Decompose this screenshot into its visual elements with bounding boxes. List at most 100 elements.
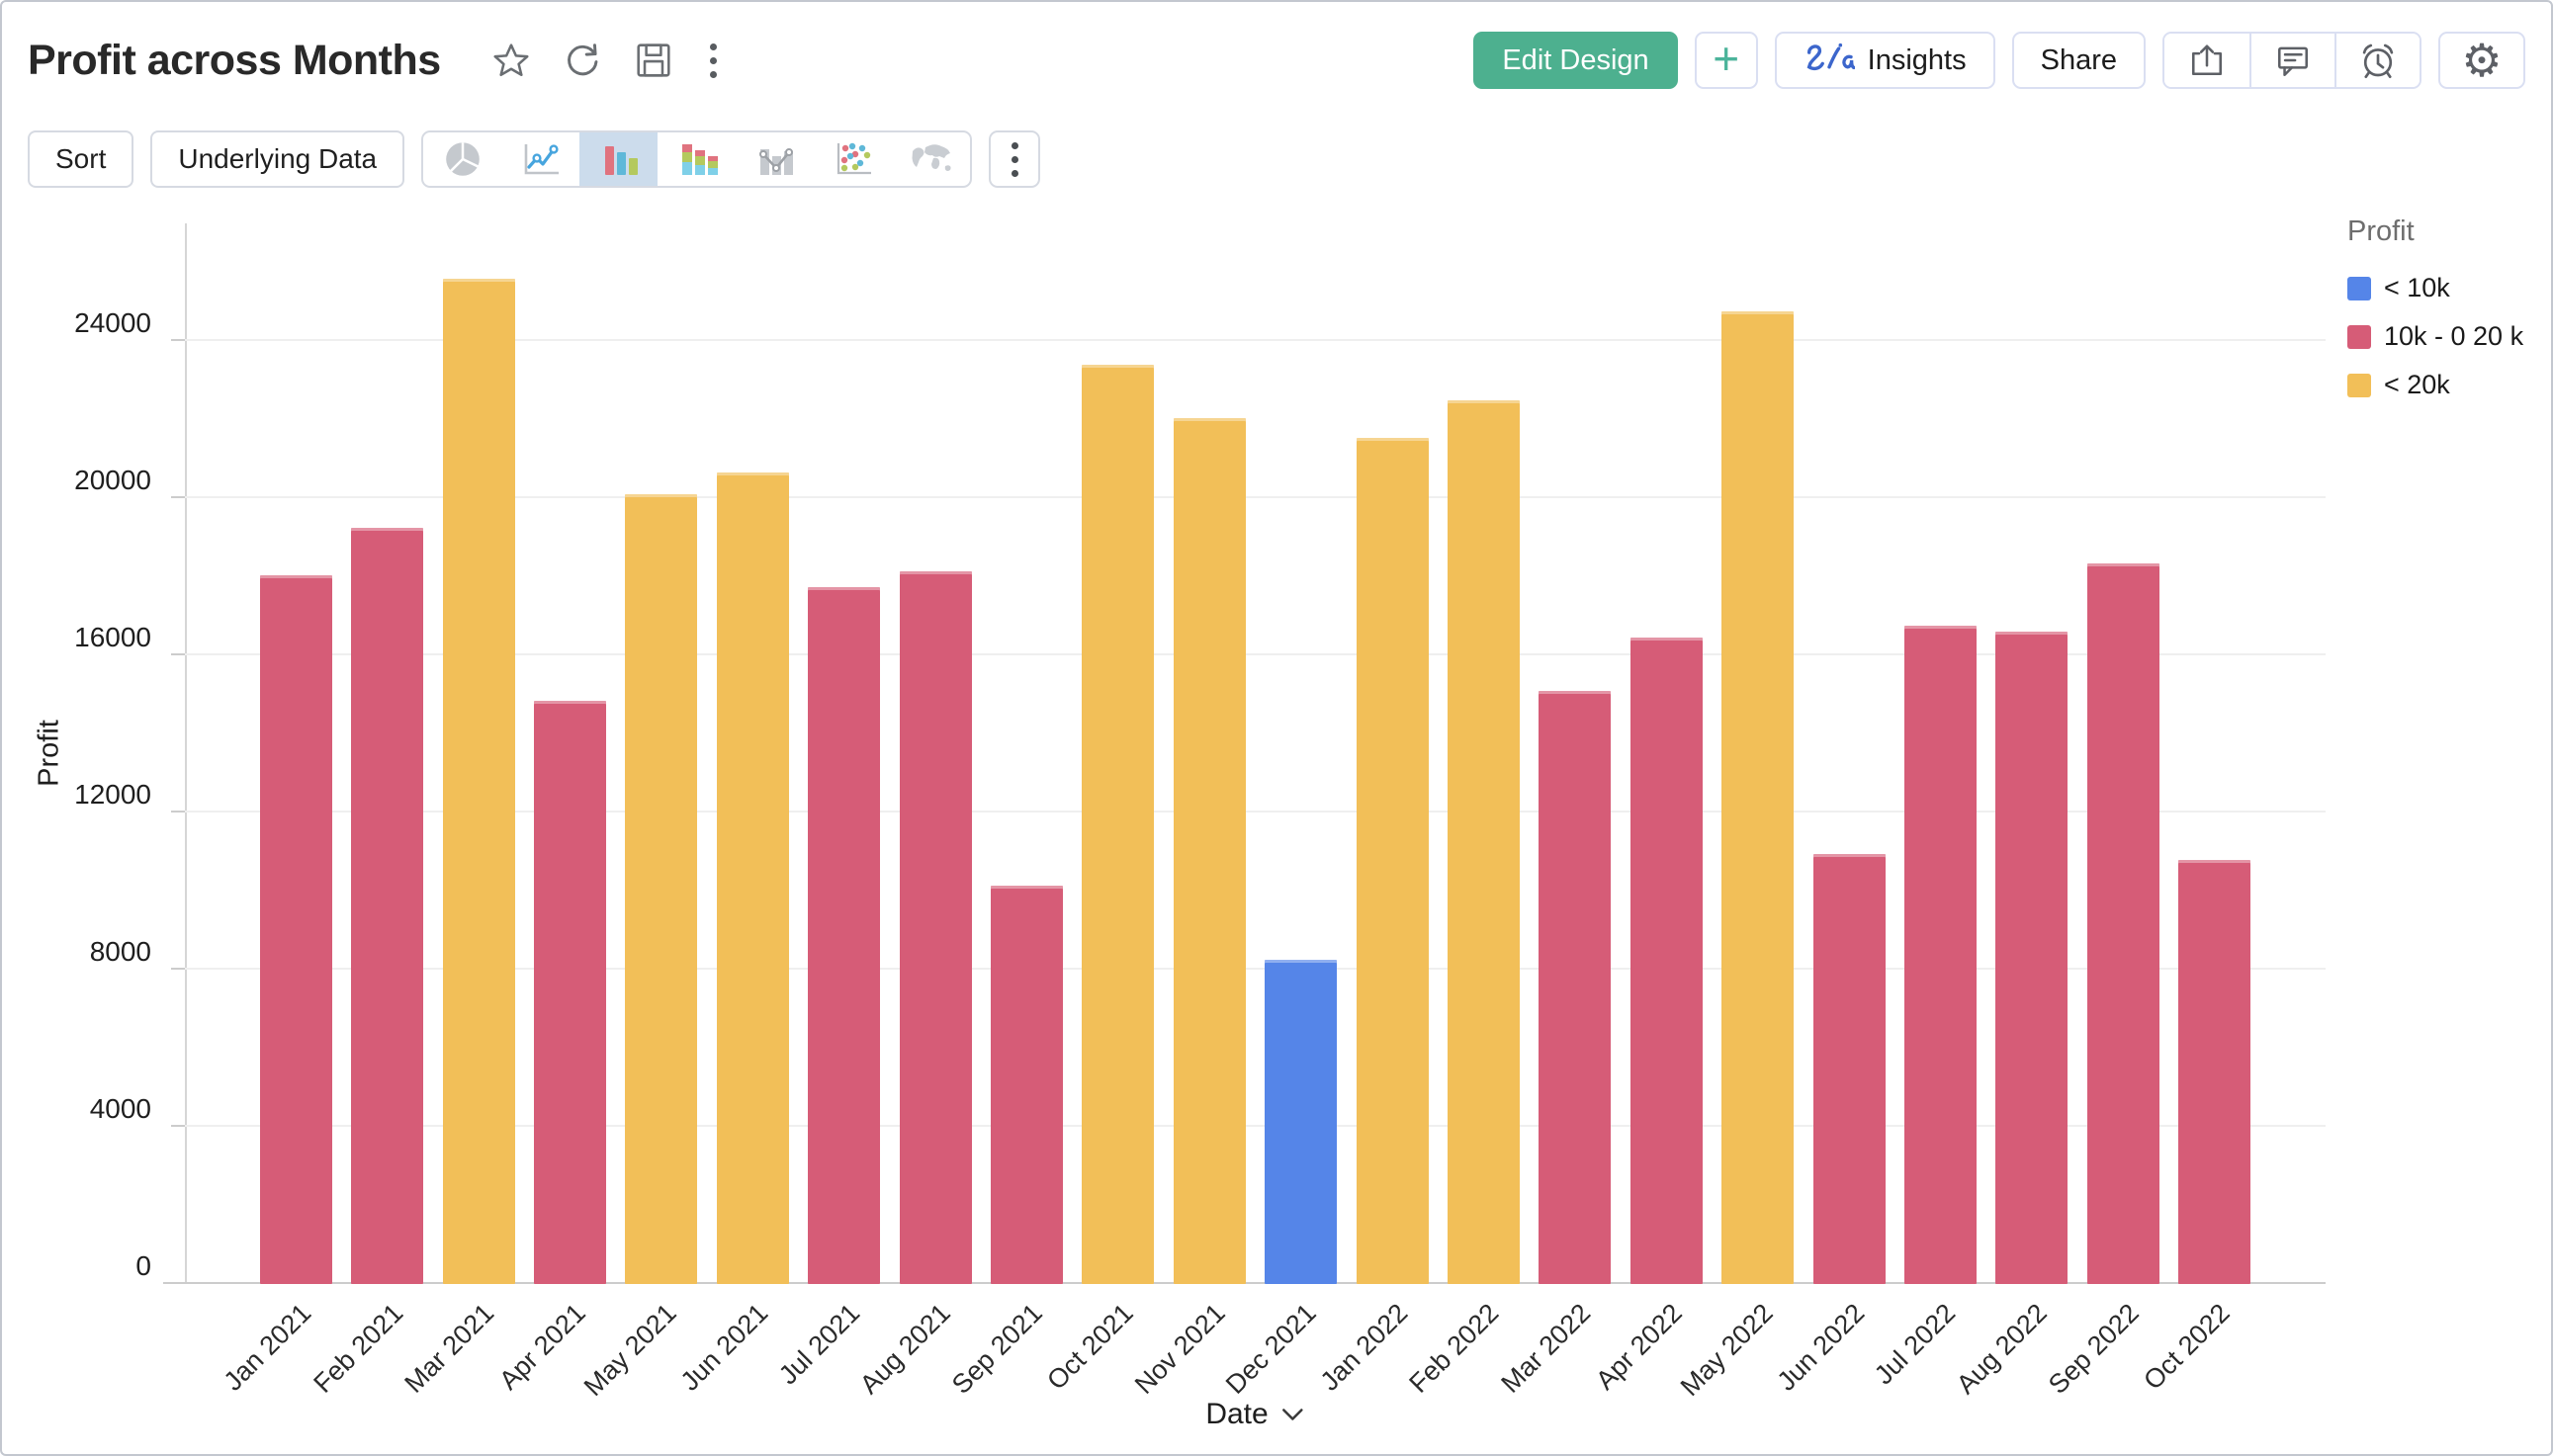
y-tick-mark [171, 1125, 185, 1128]
alert-button[interactable] [2334, 34, 2420, 87]
bar[interactable] [1629, 638, 1703, 1284]
x-tick-label: Feb 2021 [307, 1298, 408, 1399]
legend-label: < 10k [2384, 273, 2450, 302]
legend-item[interactable]: 10k - 0 20 k [2347, 312, 2545, 361]
x-tick-label: Jan 2021 [218, 1298, 317, 1397]
bar[interactable] [1356, 437, 1429, 1284]
share-button[interactable]: Share [2011, 32, 2146, 89]
bar[interactable] [1539, 690, 1612, 1284]
chart-type-switcher [421, 130, 973, 188]
line-chart-icon [519, 139, 563, 179]
y-tick-label: 24000 [74, 307, 151, 339]
x-tick-label: Jan 2022 [1314, 1298, 1414, 1397]
x-axis-field-dropdown[interactable]: Date [1205, 1398, 1303, 1431]
insights-button[interactable]: Insights [1774, 32, 1995, 89]
sort-button[interactable]: Sort [28, 130, 134, 188]
favorite-star-icon[interactable] [492, 43, 530, 78]
comment-button[interactable] [2249, 34, 2334, 87]
chart-type-bar[interactable] [579, 132, 659, 186]
legend-item[interactable]: < 10k [2347, 264, 2545, 312]
x-tick-label: Dec 2021 [1219, 1298, 1322, 1400]
bar[interactable] [716, 472, 789, 1284]
gridline [185, 968, 2326, 971]
bar[interactable] [1265, 960, 1338, 1284]
x-tick-label: Apr 2022 [1589, 1298, 1688, 1396]
bar[interactable] [533, 700, 606, 1284]
edit-design-button[interactable]: Edit Design [1473, 32, 1678, 89]
chart-type-line[interactable] [501, 132, 579, 186]
y-tick-label: 0 [135, 1250, 151, 1281]
bar[interactable] [2178, 859, 2251, 1284]
bar[interactable] [2086, 562, 2159, 1284]
bar[interactable] [899, 570, 972, 1284]
refresh-icon[interactable] [564, 42, 601, 79]
plus-icon: + [1713, 33, 1740, 84]
underlying-data-button[interactable]: Underlying Data [150, 130, 405, 188]
x-tick-label: Sep 2021 [945, 1298, 1048, 1400]
bar[interactable] [1448, 399, 1521, 1284]
x-tick-label: Jun 2021 [674, 1298, 774, 1397]
gridline [185, 811, 2326, 814]
bar[interactable] [1812, 853, 1886, 1284]
export-button[interactable] [2164, 34, 2249, 87]
y-tick-mark [171, 1282, 185, 1284]
y-tick-label: 20000 [74, 465, 151, 496]
bar[interactable] [442, 278, 515, 1284]
export-icon [2187, 42, 2227, 79]
y-tick-label: 4000 [89, 1093, 151, 1125]
y-tick-label: 12000 [74, 779, 151, 811]
page-title: Profit across Months [28, 36, 441, 84]
x-tick-label: Apr 2021 [492, 1298, 591, 1396]
bar[interactable] [1995, 632, 2069, 1284]
alarm-clock-icon [2358, 41, 2398, 80]
zia-icon [1804, 41, 1855, 80]
save-icon[interactable] [635, 42, 672, 79]
legend-item[interactable]: < 20k [2347, 361, 2545, 409]
x-tick-label: Jul 2022 [1869, 1298, 1962, 1391]
y-tick-mark [171, 496, 185, 499]
bar[interactable] [259, 574, 332, 1284]
chart-type-pie[interactable] [423, 132, 501, 186]
legend-label: 10k - 0 20 k [2384, 321, 2524, 351]
bar[interactable] [625, 494, 698, 1284]
y-tick-mark [171, 339, 185, 342]
bar[interactable] [1082, 365, 1155, 1284]
legend-swatch [2347, 324, 2371, 349]
title-more-options-icon[interactable] [706, 40, 721, 82]
bar[interactable] [1721, 311, 1795, 1284]
x-tick-label: Jul 2021 [772, 1298, 865, 1391]
chart-type-bar-line-combo[interactable] [736, 132, 814, 186]
settings-button[interactable]: ⚙ [2438, 32, 2525, 89]
bar[interactable] [990, 885, 1063, 1284]
x-tick-label: Nov 2021 [1128, 1298, 1231, 1400]
bar[interactable] [351, 528, 424, 1284]
chart-type-more-button[interactable] [989, 130, 1041, 188]
add-button[interactable]: + [1694, 32, 1758, 89]
pie-chart-icon [442, 138, 484, 180]
legend-title: Profit [2347, 215, 2415, 247]
comment-icon [2273, 42, 2313, 79]
legend-swatch [2347, 373, 2371, 397]
bar[interactable] [808, 586, 881, 1284]
title-actions [492, 40, 721, 82]
gridline [185, 496, 2326, 499]
chevron-down-icon [1282, 1408, 1304, 1421]
gridline [185, 1125, 2326, 1128]
y-tick-mark [171, 653, 185, 656]
x-axis-title-label: Date [1205, 1398, 1269, 1430]
x-tick-label: Mar 2021 [398, 1298, 500, 1399]
chart-type-map[interactable] [892, 132, 970, 186]
bar-chart-icon [597, 139, 641, 179]
gear-icon: ⚙ [2461, 35, 2503, 86]
y-axis-title: Profit [33, 720, 65, 787]
x-tick-label: Aug 2021 [854, 1298, 957, 1400]
x-tick-label: Feb 2022 [1403, 1298, 1505, 1399]
chart-type-stacked-bar[interactable] [658, 132, 736, 186]
bar-line-combo-icon [753, 139, 797, 179]
bar[interactable] [1173, 417, 1246, 1284]
chart-legend: Profit < 10k 10k - 0 20 k < 20k [2347, 215, 2545, 409]
bar[interactable] [1904, 626, 1978, 1284]
y-tick-label: 16000 [74, 622, 151, 653]
chart-type-scatter[interactable] [814, 132, 892, 186]
x-tick-label: Sep 2022 [2042, 1298, 2145, 1400]
